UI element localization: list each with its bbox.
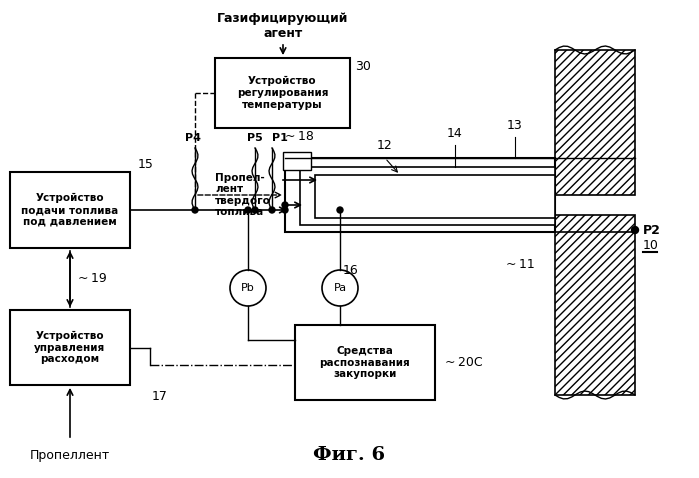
Text: 10: 10 — [643, 239, 659, 251]
Text: Устройство
регулирования
температуры: Устройство регулирования температуры — [237, 76, 329, 109]
Circle shape — [282, 202, 288, 208]
Text: P1: P1 — [272, 133, 288, 143]
Text: ~ 18: ~ 18 — [285, 130, 314, 143]
Bar — [215, 58, 350, 128]
Text: Пропел-
лент
твердого
топлива: Пропел- лент твердого топлива — [215, 173, 271, 217]
Text: Фиг. 6: Фиг. 6 — [313, 446, 386, 464]
Text: Газифицирующий
агент: Газифицирующий агент — [217, 12, 349, 40]
Circle shape — [245, 207, 251, 213]
Text: P4: P4 — [185, 133, 201, 143]
Bar — [283, 152, 311, 170]
Text: 13: 13 — [507, 119, 523, 132]
Circle shape — [282, 207, 288, 213]
Text: 14: 14 — [447, 127, 463, 140]
Text: ~ 11: ~ 11 — [506, 259, 535, 272]
Bar — [315, 175, 555, 218]
Text: P2: P2 — [643, 224, 661, 237]
Circle shape — [192, 207, 198, 213]
Text: 17: 17 — [152, 390, 168, 403]
Text: 30: 30 — [355, 59, 371, 73]
Text: Pa: Pa — [333, 283, 347, 293]
Text: 15: 15 — [138, 157, 154, 171]
Circle shape — [230, 270, 266, 306]
Text: Устройство
управления
расходом: Устройство управления расходом — [34, 331, 106, 364]
Bar — [555, 50, 635, 195]
Text: 16: 16 — [343, 263, 359, 276]
Text: Устройство
подачи топлива
под давлением: Устройство подачи топлива под давлением — [22, 194, 119, 227]
Bar — [285, 158, 555, 232]
Text: Средства
распознавания
закупорки: Средства распознавания закупорки — [319, 346, 410, 379]
Text: ~ 20C: ~ 20C — [445, 356, 482, 369]
Text: ~ 19: ~ 19 — [78, 272, 107, 285]
Text: P5: P5 — [247, 133, 263, 143]
Bar — [555, 215, 635, 395]
Circle shape — [337, 207, 343, 213]
Circle shape — [269, 207, 275, 213]
Bar — [295, 325, 435, 400]
Text: Pb: Pb — [241, 283, 255, 293]
Bar — [10, 172, 130, 248]
Text: Пропеллент: Пропеллент — [30, 448, 110, 461]
Bar — [300, 167, 555, 225]
Circle shape — [252, 207, 258, 213]
Circle shape — [322, 270, 358, 306]
Bar — [10, 310, 130, 385]
Text: 12: 12 — [377, 139, 393, 152]
Circle shape — [631, 227, 638, 233]
